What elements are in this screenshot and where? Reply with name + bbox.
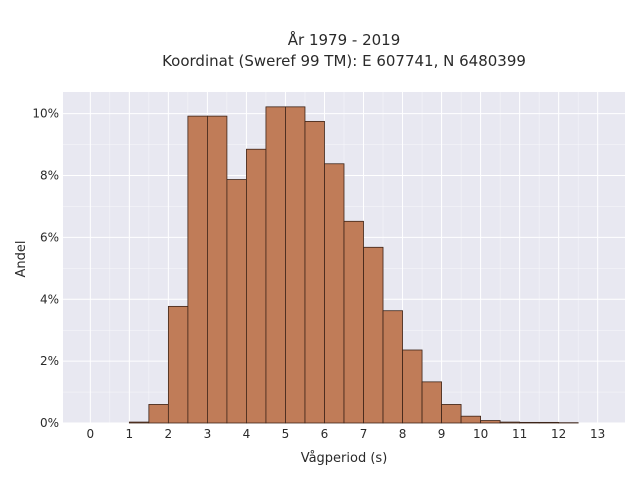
x-tick-label: 5 xyxy=(282,427,290,441)
histogram-bar xyxy=(519,421,540,424)
x-tick-label: 3 xyxy=(204,427,212,441)
histogram-bar xyxy=(382,310,403,424)
x-tick-label: 1 xyxy=(126,427,134,441)
histogram-bar xyxy=(421,381,442,424)
histogram-bar xyxy=(480,420,501,424)
x-tick-label: 2 xyxy=(165,427,173,441)
histogram-bar xyxy=(167,305,189,424)
histogram-bar xyxy=(441,404,462,424)
y-tick-label: 10% xyxy=(32,107,59,121)
histogram-bar xyxy=(187,115,208,424)
x-tick-label: 6 xyxy=(321,427,329,441)
histogram-bar xyxy=(148,404,169,424)
histogram-bar xyxy=(324,163,345,424)
x-tick-label: 12 xyxy=(551,427,566,441)
histogram-bar xyxy=(460,415,481,424)
x-tick-label: 9 xyxy=(438,427,446,441)
histogram-bar xyxy=(304,120,325,424)
histogram-bar xyxy=(402,349,423,424)
chart-title-line-1: År 1979 - 2019 xyxy=(288,30,401,49)
x-tick-label: 10 xyxy=(473,427,488,441)
histogram-bar xyxy=(265,106,286,424)
y-tick-label: 0% xyxy=(40,416,59,430)
histogram-bar xyxy=(499,421,521,424)
x-tick-label: 11 xyxy=(512,427,527,441)
x-axis-label: Vågperiod (s) xyxy=(301,451,388,466)
x-tick-label: 8 xyxy=(399,427,407,441)
x-tick-label: 7 xyxy=(360,427,368,441)
y-tick-label: 6% xyxy=(40,230,59,244)
y-tick-label: 2% xyxy=(40,354,59,368)
histogram-bar xyxy=(538,421,560,424)
y-axis-label: Andel xyxy=(14,241,29,278)
histogram-bar xyxy=(128,421,150,424)
histogram-bar xyxy=(226,179,247,424)
y-tick-label: 4% xyxy=(40,292,59,306)
y-tick-label: 8% xyxy=(40,169,59,183)
x-tick-label: 0 xyxy=(86,427,94,441)
histogram-bar xyxy=(246,148,267,424)
histogram-bar xyxy=(343,220,364,424)
histogram-bar xyxy=(285,106,306,424)
x-tick-label: 13 xyxy=(590,427,605,441)
x-tick-label: 4 xyxy=(243,427,251,441)
histogram-bar xyxy=(363,246,384,424)
bars xyxy=(128,106,579,424)
x-axis-ticks: 0 1 2 3 4 5 6 7 8 9 10 11 12 13 xyxy=(86,427,605,441)
histogram-bar xyxy=(207,115,228,424)
y-axis-ticks: 0% 2% 4% 6% 8% 10% xyxy=(32,107,59,430)
chart-title-line-2: Koordinat (Sweref 99 TM): E 607741, N 64… xyxy=(162,52,526,70)
